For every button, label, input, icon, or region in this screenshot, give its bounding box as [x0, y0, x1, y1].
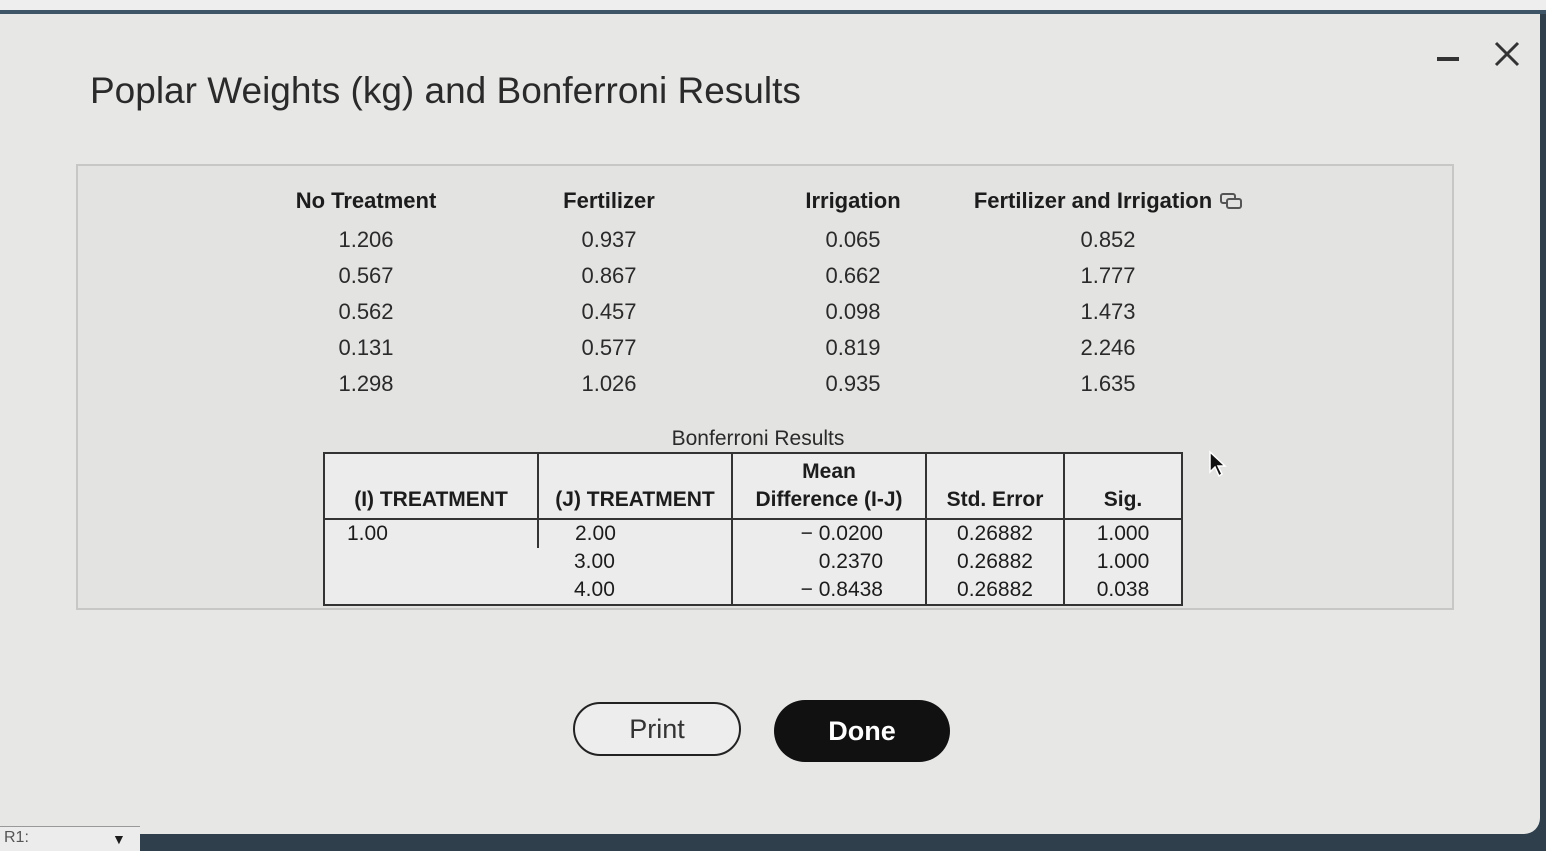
copy-icon[interactable] [1220, 187, 1243, 217]
column-fertilizer: Fertilizer 0.937 0.867 0.457 0.577 1.026 [459, 186, 759, 402]
column-no-treatment: No Treatment 1.206 0.567 0.562 0.131 1.2… [216, 186, 516, 402]
data-cell: 1.298 [338, 371, 394, 396]
data-cell: 0.131 [338, 335, 394, 360]
column-header: Irrigation [805, 188, 901, 213]
dialog-title: Poplar Weights (kg) and Bonferroni Resul… [90, 70, 801, 111]
mean-diff-cell: − 0.0200 [731, 519, 926, 548]
top-window-band [0, 0, 1546, 14]
data-cell: 1.777 [1080, 263, 1136, 288]
j-treatment-cell: 4.00 [574, 578, 615, 601]
std-error-cell: 0.26882 [925, 548, 1064, 576]
header-mean-line2: Difference (I-J) [755, 488, 903, 511]
column-irrigation: Irrigation 0.065 0.662 0.098 0.819 0.935 [703, 186, 1003, 402]
header-mean-difference: Mean Difference (I-J) [731, 453, 926, 520]
mean-diff-cell: 0.2370 [731, 548, 926, 576]
data-cell: 0.457 [581, 299, 637, 324]
header-j-treatment: (J) TREATMENT [537, 453, 732, 520]
cell-reference-box[interactable]: R1: ▼ [0, 826, 140, 851]
data-cell: 0.065 [825, 227, 881, 252]
header-mean-line1: Mean [802, 460, 856, 483]
sig-cell: 0.038 [1063, 576, 1182, 605]
dialog-window: Poplar Weights (kg) and Bonferroni Resul… [0, 14, 1540, 834]
data-cell: 0.937 [581, 227, 637, 252]
j-treatment-cell: 3.00 [574, 550, 615, 573]
data-cell: 0.935 [825, 371, 881, 396]
data-cell: 1.635 [1080, 371, 1136, 396]
bonferroni-table: (I) TREATMENT (J) TREATMENT Mean Differe… [323, 452, 1183, 606]
data-cell: 0.577 [581, 335, 637, 360]
data-panel: No Treatment 1.206 0.567 0.562 0.131 1.2… [76, 164, 1454, 610]
data-cell: 1.473 [1080, 299, 1136, 324]
table-row: 4.00 − 0.8438 0.26882 0.038 [324, 576, 1182, 605]
mean-diff-cell: − 0.8438 [731, 576, 926, 605]
dropdown-arrow-icon[interactable]: ▼ [112, 831, 126, 847]
data-cell: 0.567 [338, 263, 394, 288]
cell-reference-label: R1: [4, 829, 29, 846]
header-sig: Sig. [1063, 453, 1182, 520]
sig-cell: 1.000 [1063, 519, 1182, 548]
bonferroni-caption: Bonferroni Results [671, 427, 845, 450]
column-header: Fertilizer and Irrigation [973, 188, 1213, 213]
i-treatment-cell: 1.00 [347, 522, 388, 545]
table-row: 1.00 2.00 − 0.0200 0.26882 1.000 [324, 519, 1182, 548]
column-header: No Treatment [295, 188, 437, 213]
data-cell: 1.206 [338, 227, 394, 252]
table-header-row: (I) TREATMENT (J) TREATMENT Mean Differe… [324, 453, 1182, 520]
data-cell: 0.852 [1080, 227, 1136, 252]
data-cell: 0.867 [581, 263, 637, 288]
std-error-cell: 0.26882 [925, 576, 1064, 605]
data-cell: 0.819 [825, 335, 881, 360]
data-cell: 2.246 [1080, 335, 1136, 360]
column-header: Fertilizer [563, 188, 655, 213]
std-error-cell: 0.26882 [925, 519, 1064, 548]
column-header-with-icon: Fertilizer and Irrigation [958, 186, 1258, 222]
data-cell: 1.026 [581, 371, 637, 396]
column-fertilizer-and-irrigation: Fertilizer and Irrigation 0.852 1.777 1.… [958, 186, 1258, 402]
data-cell: 0.662 [825, 263, 881, 288]
done-button[interactable]: Done [774, 700, 950, 762]
data-cell: 0.562 [338, 299, 394, 324]
j-treatment-cell: 2.00 [537, 519, 732, 548]
header-std-error: Std. Error [925, 453, 1064, 520]
minimize-icon[interactable] [1428, 34, 1468, 74]
data-cell: 0.098 [825, 299, 881, 324]
sig-cell: 1.000 [1063, 548, 1182, 576]
close-icon[interactable] [1487, 34, 1527, 74]
mouse-pointer-icon [1208, 450, 1228, 483]
header-i-treatment: (I) TREATMENT [324, 453, 538, 520]
print-button[interactable]: Print [573, 702, 741, 756]
table-row: 3.00 0.2370 0.26882 1.000 [324, 548, 1182, 576]
